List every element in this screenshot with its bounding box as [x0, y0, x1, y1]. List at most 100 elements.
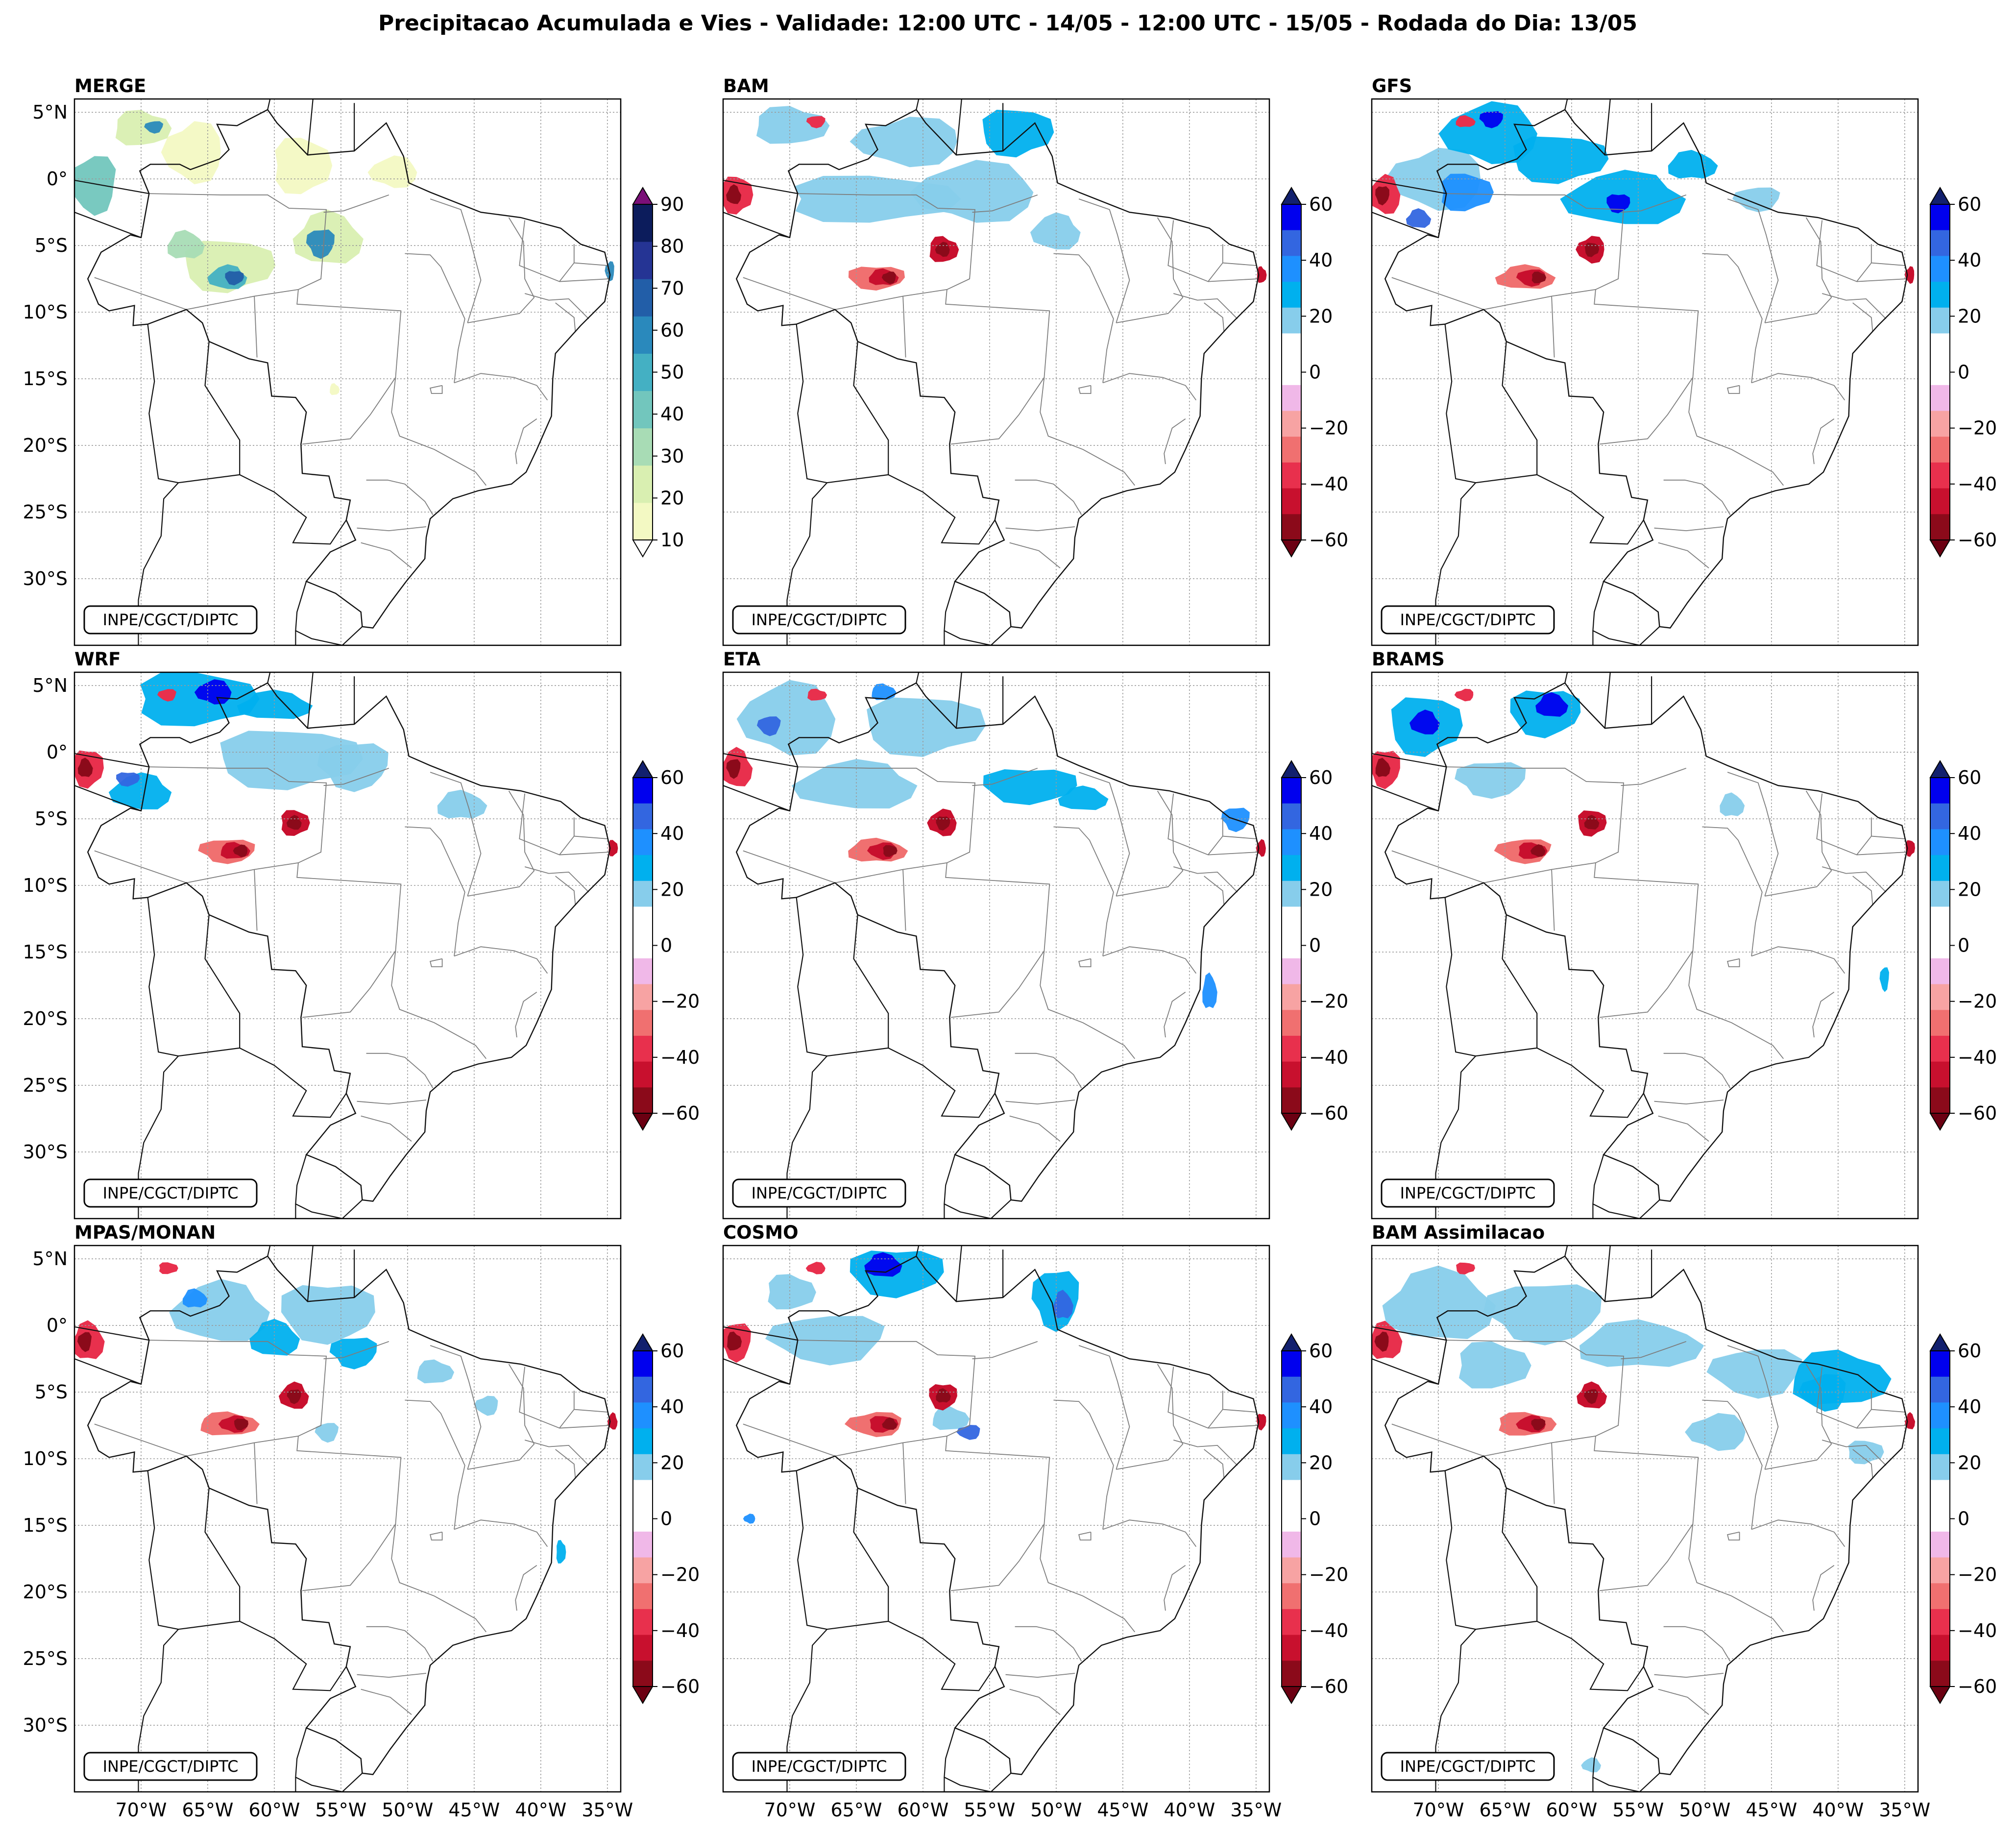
- state-border: [1727, 772, 1779, 897]
- state-border: [1015, 479, 1082, 515]
- precip-blob: [1879, 967, 1889, 992]
- colorbar-segment: [633, 1635, 653, 1661]
- precip-blob: [182, 1288, 208, 1308]
- state-border: [515, 1565, 537, 1611]
- state-border: [1822, 293, 1887, 319]
- brazil-outline: [735, 109, 1260, 629]
- precip-blob: [1441, 173, 1494, 212]
- map-frame: [73, 98, 622, 646]
- state-border: [94, 850, 187, 883]
- colorbar-segment: [1282, 488, 1301, 514]
- state-border: [1812, 418, 1835, 465]
- precip-blob: [1848, 1441, 1884, 1465]
- country-border: [1372, 179, 1447, 195]
- country-border: [1536, 1620, 1644, 1691]
- country-border: [1435, 1470, 1477, 1792]
- colorbar-segment: [1930, 984, 1950, 1010]
- colorbar: 60 40 20 0 −20 −40 −60: [1929, 760, 1997, 1131]
- precip-blob: [1579, 1319, 1704, 1367]
- precip-blob: [850, 117, 957, 168]
- lat-tick-label: 0°: [47, 168, 68, 190]
- colorbar-segment: [1930, 1454, 1950, 1480]
- country-border: [1372, 212, 1439, 238]
- negative-bias-blob: [1583, 1389, 1599, 1404]
- state-border: [1116, 790, 1184, 897]
- negative-bias-blob: [1257, 1414, 1266, 1431]
- precip-blob: [1202, 972, 1217, 1008]
- colorbar-tick-label: 40: [1309, 1396, 1333, 1418]
- lon-tick-label: 45°W: [1097, 1799, 1148, 1821]
- state-border: [1727, 198, 1779, 323]
- country-border: [723, 1358, 790, 1385]
- precip-blob: [556, 1540, 566, 1564]
- colorbar-segment: [633, 1609, 653, 1636]
- colorbar-tick-label: 0: [1309, 1508, 1321, 1530]
- state-border: [524, 293, 589, 319]
- brazil-outline: [1384, 109, 1908, 629]
- precip-blob: [982, 110, 1054, 158]
- map-area: [723, 99, 1269, 645]
- negative-bias-blob: [807, 688, 827, 701]
- lat-tick-label: 15°S: [23, 941, 68, 963]
- panel-mpas: MPAS/MONAN INPE/CGCT/DIPTC 5°N 0° 5°S 10°S 15°…: [23, 1222, 700, 1821]
- colorbar-segment: [1930, 1506, 1950, 1532]
- colorbar-tick-label: −20: [1958, 417, 1997, 439]
- state-border: [1654, 1100, 1724, 1105]
- country-border: [1564, 672, 1568, 684]
- precip-blob: [220, 731, 364, 790]
- state-border: [1812, 1565, 1835, 1611]
- panel-title: COSMO: [723, 1222, 799, 1243]
- lat-tick-label: 5°N: [32, 1248, 68, 1270]
- colorbar-tick-label: 20: [660, 1452, 684, 1473]
- precip-blob: [330, 383, 340, 395]
- credit-label: INPE/CGCT/DIPTC: [752, 1184, 887, 1202]
- negative-bias-blob: [159, 1262, 178, 1274]
- lon-tick-label: 35°W: [1230, 1799, 1282, 1821]
- state-border: [366, 1052, 434, 1088]
- country-border: [307, 99, 314, 155]
- precip-blob: [1720, 792, 1745, 816]
- country-border: [955, 672, 962, 729]
- precip-blob: [474, 1395, 498, 1416]
- state-border: [1812, 991, 1835, 1038]
- boundaries: [1372, 1246, 1908, 1792]
- credit-label: INPE/CGCT/DIPTC: [103, 1184, 239, 1202]
- colorbar-segment: [1282, 1087, 1301, 1114]
- panel-bam: BAM INPE/CGCT/DIPTC 60 40 20 0 −20 −40 −60: [722, 75, 1348, 646]
- negative-bias-blob: [1454, 688, 1474, 702]
- state-border: [1040, 1524, 1136, 1633]
- state-border: [559, 852, 609, 856]
- state-border: [1654, 1673, 1724, 1678]
- lat-tick-label: 0°: [47, 1315, 68, 1336]
- lon-tick-label: 55°W: [964, 1799, 1015, 1821]
- state-border: [1005, 1100, 1075, 1105]
- precip-blob: [1406, 208, 1432, 228]
- credit-label: INPE/CGCT/DIPTC: [1400, 1757, 1536, 1776]
- lat-tick-label: 25°S: [23, 1075, 68, 1096]
- colorbar-tick-label: 0: [660, 1508, 672, 1530]
- colorbar-segment: [633, 502, 653, 540]
- colorbar-segment: [1282, 1480, 1301, 1506]
- lon-tick-label: 50°W: [382, 1799, 433, 1821]
- colorbar-segment: [1282, 1376, 1301, 1403]
- colorbar-tick-label: −40: [1309, 1620, 1348, 1641]
- state-border: [1688, 1524, 1784, 1633]
- precip-blob: [932, 1406, 970, 1430]
- state-border: [1053, 253, 1114, 383]
- colorbar-segment: [633, 1583, 653, 1610]
- country-border: [74, 212, 142, 238]
- country-border: [295, 1728, 363, 1792]
- state-border: [1204, 1449, 1225, 1479]
- negative-bias-blob: [1375, 758, 1390, 777]
- colorbar-segment: [633, 1035, 653, 1062]
- country-border: [888, 1620, 996, 1691]
- country-border: [1475, 341, 1538, 484]
- country-border: [916, 1246, 920, 1257]
- country-border: [955, 1246, 962, 1302]
- panel-title: BAM Assimilacao: [1372, 1222, 1545, 1243]
- colorbar-tick-label: −20: [660, 991, 700, 1012]
- precip-blob: [1706, 1349, 1802, 1399]
- colorbar-tick-label: −40: [1958, 1620, 1997, 1641]
- precip-blob: [1606, 194, 1630, 214]
